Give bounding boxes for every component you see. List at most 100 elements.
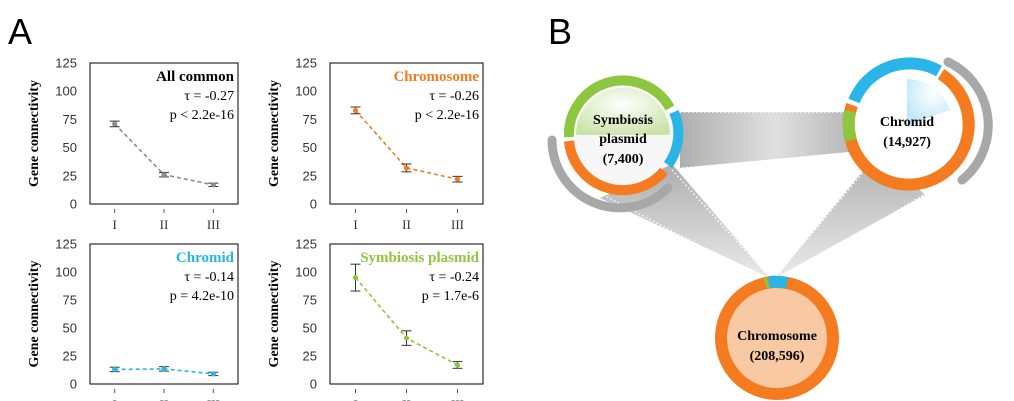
plot-frame	[329, 243, 484, 385]
link-dotted-edges	[574, 111, 941, 281]
y-tick-label: 25	[63, 349, 77, 364]
chart-annotation: p < 2.2e-16	[170, 108, 234, 123]
chromid-arc-orange	[842, 68, 975, 191]
y-tick-label: 100	[295, 265, 317, 280]
x-tick-label: I	[112, 217, 116, 232]
chart-title: Chromosome	[393, 69, 479, 85]
plot-frame	[329, 62, 484, 205]
chromosome-label-1: Chromosome	[737, 329, 817, 344]
chart-annotation: τ = -0.24	[429, 270, 479, 285]
data-point	[403, 335, 410, 341]
y-tick-label: 0	[70, 377, 77, 392]
x-tick-label: I	[353, 217, 357, 232]
y-tick-label: 25	[303, 349, 317, 364]
y-tick-label: 100	[55, 265, 77, 280]
y-axis-label: Gene connectivity	[27, 261, 42, 368]
chromid-inner-fill	[907, 79, 950, 125]
x-tick-label: III	[451, 217, 464, 232]
chart-annotation: p < 2.2e-16	[415, 108, 479, 123]
symbiosis-label-2: plasmid	[599, 132, 647, 147]
y-tick-label: 25	[63, 168, 77, 183]
y-tick-label: 75	[63, 112, 77, 127]
data-point	[454, 362, 461, 368]
node-symbiosis-plasmid: Symbiosis plasmid (7,400)	[563, 75, 684, 196]
symbiosis-shadow-arc	[547, 135, 673, 213]
data-point	[403, 165, 410, 171]
y-tick-label: 100	[55, 84, 77, 99]
data-point	[112, 366, 118, 373]
chromid-label-2: (14,927)	[883, 135, 931, 150]
y-axis-label: Gene connectivity	[27, 80, 42, 187]
x-tick-label: II	[160, 397, 169, 401]
symbiosis-arc-blue	[663, 110, 684, 168]
chart-title: Symbiosis plasmid	[360, 250, 479, 266]
y-tick-label: 125	[55, 237, 77, 252]
y-tick-label: 75	[303, 112, 317, 127]
y-axis-label: Gene connectivity	[267, 261, 282, 368]
data-point	[161, 366, 167, 372]
chromosome-arc-blue	[768, 275, 789, 289]
plot-frame	[89, 62, 239, 205]
link-symbiosis-chromosome	[600, 164, 770, 278]
link-symbiosis-chromid	[680, 112, 870, 168]
x-tick-label: II	[160, 217, 169, 232]
x-tick-label: III	[451, 397, 464, 401]
network-diagram: Symbiosis plasmid (7,400) Chromid (14,92…	[547, 57, 993, 400]
y-tick-label: 50	[303, 140, 317, 155]
data-point	[112, 121, 118, 127]
chart-title: Chromid	[176, 250, 235, 266]
y-tick-label: 0	[310, 377, 317, 392]
chart-title: All common	[156, 69, 235, 85]
chart-annotation: p = 4.2e-10	[170, 289, 234, 304]
chromid-label-1: Chromid	[880, 115, 934, 130]
chart-annotation: τ = -0.26	[429, 89, 479, 104]
y-tick-label: 0	[70, 197, 77, 212]
y-tick-label: 50	[63, 140, 77, 155]
chromid-shadow-arc	[943, 57, 993, 185]
x-tick-label: II	[402, 217, 411, 232]
panel-label-b: B	[548, 11, 572, 52]
node-chromosome: Chromosome (208,596)	[715, 275, 839, 400]
chromid-arc-blue	[848, 57, 942, 104]
x-tick-label: III	[207, 217, 220, 232]
y-tick-label: 75	[63, 293, 77, 308]
y-tick-label: 0	[310, 197, 317, 212]
data-point	[210, 182, 216, 188]
chart-annotation: τ = -0.27	[184, 89, 234, 104]
chromosome-label-2: (208,596)	[750, 349, 805, 364]
y-tick-label: 125	[55, 56, 77, 71]
y-tick-label: 50	[303, 321, 317, 336]
y-tick-label: 50	[63, 321, 77, 336]
data-point	[161, 172, 167, 178]
y-tick-label: 125	[295, 237, 317, 252]
x-tick-label: II	[402, 397, 411, 401]
symbiosis-inner-fill	[576, 88, 670, 135]
chromosome-arc-green	[762, 276, 770, 289]
x-tick-label: III	[207, 397, 220, 401]
panel-label-a: A	[8, 11, 32, 52]
data-point	[454, 176, 461, 182]
symbiosis-label-1: Symbiosis	[593, 113, 653, 128]
x-tick-label: I	[112, 397, 116, 401]
data-point	[352, 107, 359, 113]
chart-annotation: τ = -0.14	[184, 270, 234, 285]
y-tick-label: 75	[303, 293, 317, 308]
symbiosis-arc-orange	[564, 140, 668, 196]
x-tick-label: I	[353, 397, 357, 401]
symbiosis-arc-green	[563, 75, 675, 138]
y-tick-label: 100	[295, 84, 317, 99]
y-tick-label: 125	[295, 56, 317, 71]
data-point	[352, 275, 359, 281]
plot-frame	[89, 243, 239, 385]
y-axis-label: Gene connectivity	[267, 80, 282, 187]
data-point	[210, 371, 216, 377]
chart-annotation: p = 1.7e-6	[422, 289, 479, 304]
chromid-arc-green	[842, 109, 857, 142]
node-chromid: Chromid (14,927)	[842, 57, 975, 191]
